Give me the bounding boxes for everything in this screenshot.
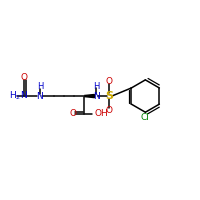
Text: OH: OH [94,109,108,118]
Text: S: S [105,91,113,101]
Text: Cl: Cl [141,113,150,122]
Text: H$_2$N: H$_2$N [9,90,28,102]
Text: N: N [36,92,43,101]
Text: H: H [37,82,43,91]
Text: O: O [106,77,113,86]
Text: O: O [21,73,28,82]
Text: O: O [70,109,77,118]
Text: O: O [106,106,113,115]
Text: N: N [93,92,99,101]
Text: H: H [93,82,99,91]
Polygon shape [85,94,94,98]
